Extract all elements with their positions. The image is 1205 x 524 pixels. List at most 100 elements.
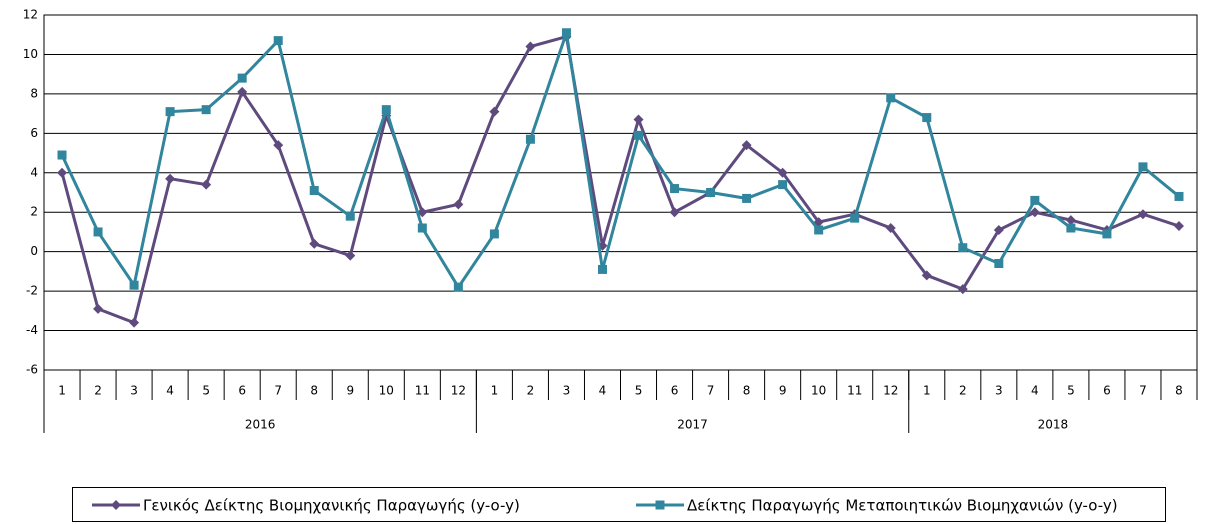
x-tick-label: 2 (527, 384, 535, 398)
data-point (850, 213, 860, 223)
x-tick-label: 6 (671, 384, 679, 398)
data-point (921, 270, 932, 281)
data-point (994, 259, 1004, 268)
x-tick-label: 4 (166, 384, 174, 398)
data-point (778, 180, 788, 190)
data-point (273, 140, 284, 151)
x-tick-label: 12 (883, 384, 898, 398)
x-tick-label: 4 (1031, 384, 1039, 398)
data-point (129, 280, 139, 290)
x-group-label: 2018 (1038, 418, 1069, 432)
y-tick-label: -4 (26, 323, 38, 337)
data-point (237, 86, 248, 97)
data-point (1138, 162, 1148, 172)
data-point (93, 303, 104, 314)
data-point (886, 93, 896, 103)
legend-label: Γενικός Δείκτης Βιομηχανικής Παραγωγής (… (143, 497, 520, 515)
data-point (237, 73, 247, 83)
y-tick-label: 6 (30, 126, 38, 140)
data-point (489, 229, 499, 239)
y-tick-label: 2 (30, 205, 38, 219)
data-point (777, 167, 788, 178)
legend-marker (111, 500, 121, 510)
x-tick-label: 7 (707, 384, 715, 398)
x-tick-label: 4 (599, 384, 607, 398)
x-tick-label: 10 (379, 384, 394, 398)
data-point (453, 282, 463, 292)
data-point (1066, 223, 1076, 233)
data-point (489, 106, 500, 117)
x-tick-label: 9 (779, 384, 787, 398)
y-tick-label: -6 (26, 363, 38, 377)
data-point (597, 264, 607, 274)
x-tick-label: 3 (995, 384, 1003, 398)
data-point (93, 227, 103, 237)
series-line (60, 32, 1180, 290)
data-point (561, 28, 571, 38)
x-tick-label: 9 (346, 384, 354, 398)
x-tick-label: 2 (959, 384, 967, 398)
y-tick-label: 10 (23, 47, 38, 61)
data-point (669, 207, 680, 218)
data-point (741, 140, 752, 151)
data-point (201, 105, 211, 115)
y-tick-label: 0 (30, 244, 38, 258)
data-point (1065, 215, 1076, 226)
data-point (1174, 191, 1184, 201)
y-tick-label: 8 (30, 86, 38, 100)
x-tick-label: 8 (1175, 384, 1183, 398)
x-tick-label: 7 (274, 384, 282, 398)
x-tick-label: 1 (58, 384, 66, 398)
x-tick-label: 6 (238, 384, 246, 398)
data-point (670, 184, 680, 194)
y-tick-label: 12 (23, 8, 38, 22)
data-point (381, 105, 391, 115)
x-tick-label: 11 (847, 384, 862, 398)
data-point (345, 250, 356, 261)
data-point (345, 211, 355, 221)
data-point (958, 243, 968, 253)
x-tick-label: 10 (811, 384, 826, 398)
data-point (742, 193, 752, 203)
x-tick-label: 5 (635, 384, 643, 398)
x-tick-label: 5 (202, 384, 210, 398)
data-point (201, 179, 212, 190)
x-tick-label: 12 (451, 384, 466, 398)
legend-marker (655, 500, 665, 510)
data-point (922, 113, 932, 123)
y-tick-label: 4 (30, 165, 38, 179)
data-point (57, 150, 67, 160)
x-tick-label: 6 (1103, 384, 1111, 398)
plot-border (43, 14, 1198, 371)
data-point (1030, 195, 1040, 205)
data-point (634, 130, 644, 140)
data-point (165, 173, 176, 184)
data-point (1137, 209, 1148, 220)
data-point (633, 114, 644, 125)
x-group-label: 2017 (677, 418, 708, 432)
data-point (957, 284, 968, 295)
data-point (309, 238, 320, 249)
data-point (885, 223, 896, 233)
data-point (1173, 221, 1184, 232)
x-tick-label: 8 (310, 384, 318, 398)
x-group-label: 2016 (245, 418, 276, 432)
x-tick-label: 8 (743, 384, 751, 398)
data-point (57, 167, 68, 178)
x-tick-label: 1 (923, 384, 931, 398)
data-point (1029, 207, 1040, 218)
y-tick-label: -2 (26, 284, 38, 298)
x-tick-label: 3 (563, 384, 571, 398)
data-point (814, 225, 824, 235)
data-point (417, 223, 427, 233)
data-point (706, 188, 716, 197)
data-point (273, 36, 283, 46)
data-point (165, 107, 175, 117)
data-point (1102, 229, 1112, 239)
data-point (453, 199, 464, 210)
x-tick-label: 5 (1067, 384, 1075, 398)
data-point (525, 41, 536, 52)
x-tick-label: 11 (415, 384, 430, 398)
data-point (129, 317, 140, 328)
